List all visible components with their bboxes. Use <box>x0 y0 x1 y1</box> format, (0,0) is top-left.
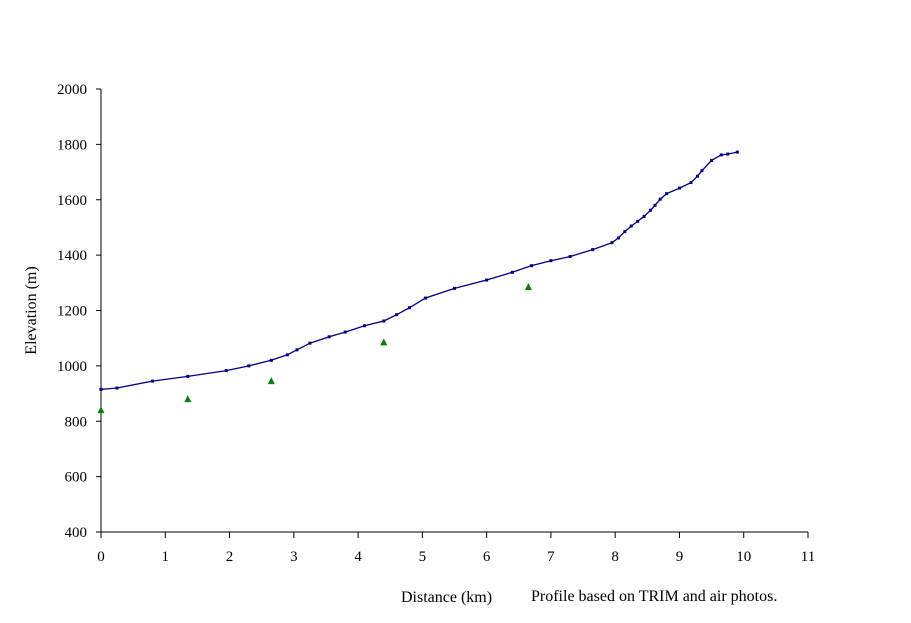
observation-marker <box>524 282 532 290</box>
x-tick-label: 7 <box>547 549 555 565</box>
axes: 400 600 800 1000 1200 1400 1600 1800 2000 0 1 2 3 4 5 6… <box>57 82 815 565</box>
profile-point <box>395 313 399 317</box>
x-tick-label: 4 <box>354 549 362 565</box>
profile-point <box>343 330 347 334</box>
profile-point <box>295 348 299 352</box>
observation-marker <box>97 406 105 414</box>
profile-point <box>710 158 714 162</box>
y-tick-label: 400 <box>65 525 88 541</box>
profile-point <box>363 324 367 328</box>
profile-point <box>629 224 633 228</box>
x-tick-label: 9 <box>676 549 684 565</box>
x-tick-label: 8 <box>611 549 619 565</box>
profile-point <box>308 341 312 345</box>
y-tick-label: 1400 <box>57 248 87 264</box>
profile-point <box>549 259 553 263</box>
profile-point <box>269 358 273 362</box>
x-tick-label: 2 <box>226 549 234 565</box>
x-tick-label: 10 <box>736 549 751 565</box>
y-axis-title: Elevation (m) <box>23 266 40 354</box>
profile-point <box>642 214 646 218</box>
y-tick-label: 1000 <box>57 359 87 375</box>
profile-point <box>510 270 514 274</box>
profile-point <box>186 374 190 378</box>
source-note: Profile based on TRIM and air photos. <box>531 588 777 605</box>
profile-point <box>610 241 614 245</box>
y-tick-label: 1800 <box>57 137 87 153</box>
y-tick-label: 1600 <box>57 193 87 209</box>
observation-marker <box>267 377 275 385</box>
observation-marker <box>380 338 388 346</box>
profile-point <box>695 174 699 178</box>
profile-point <box>150 379 154 383</box>
x-tick-label: 1 <box>162 549 170 565</box>
profile-point <box>99 387 103 391</box>
profile-point <box>700 169 704 173</box>
profile-point <box>408 306 412 310</box>
profile-point <box>726 152 730 156</box>
profile-point <box>568 255 572 259</box>
profile-point <box>677 186 681 190</box>
profile-point <box>623 230 627 234</box>
x-axis-title: Distance (km) <box>401 589 492 606</box>
profile-point <box>689 181 693 185</box>
profile-point <box>636 219 640 223</box>
profile-point <box>453 286 456 290</box>
profile-line <box>100 151 738 391</box>
profile-point <box>649 208 653 212</box>
profile-point <box>616 236 620 240</box>
series-scatter <box>97 282 532 414</box>
x-tick-label: 6 <box>483 549 491 565</box>
profile-point <box>591 248 595 252</box>
observation-marker <box>184 395 192 403</box>
profile-point <box>115 386 119 390</box>
profile-point <box>653 203 657 207</box>
profile-point <box>530 264 534 268</box>
x-tick-label: 0 <box>97 549 105 565</box>
y-tick-label: 600 <box>65 470 88 486</box>
profile-point <box>327 335 331 339</box>
y-tick-label: 800 <box>65 414 88 430</box>
profile-point <box>382 319 386 323</box>
profile-point <box>285 353 289 357</box>
profile-point <box>485 278 489 282</box>
profile-point <box>735 150 739 154</box>
profile-point <box>224 369 228 373</box>
profile-point <box>719 153 723 157</box>
y-tick-label: 1200 <box>57 304 87 320</box>
series-line <box>99 150 739 391</box>
profile-point <box>658 197 662 201</box>
profile-point <box>424 296 428 300</box>
series-layer <box>97 150 739 414</box>
x-tick-label: 3 <box>290 549 298 565</box>
x-tick-label: 5 <box>419 549 427 565</box>
y-tick-label: 2000 <box>57 82 87 98</box>
profile-point <box>247 364 251 368</box>
x-tick-label: 11 <box>801 549 815 565</box>
profile-point <box>665 192 669 196</box>
